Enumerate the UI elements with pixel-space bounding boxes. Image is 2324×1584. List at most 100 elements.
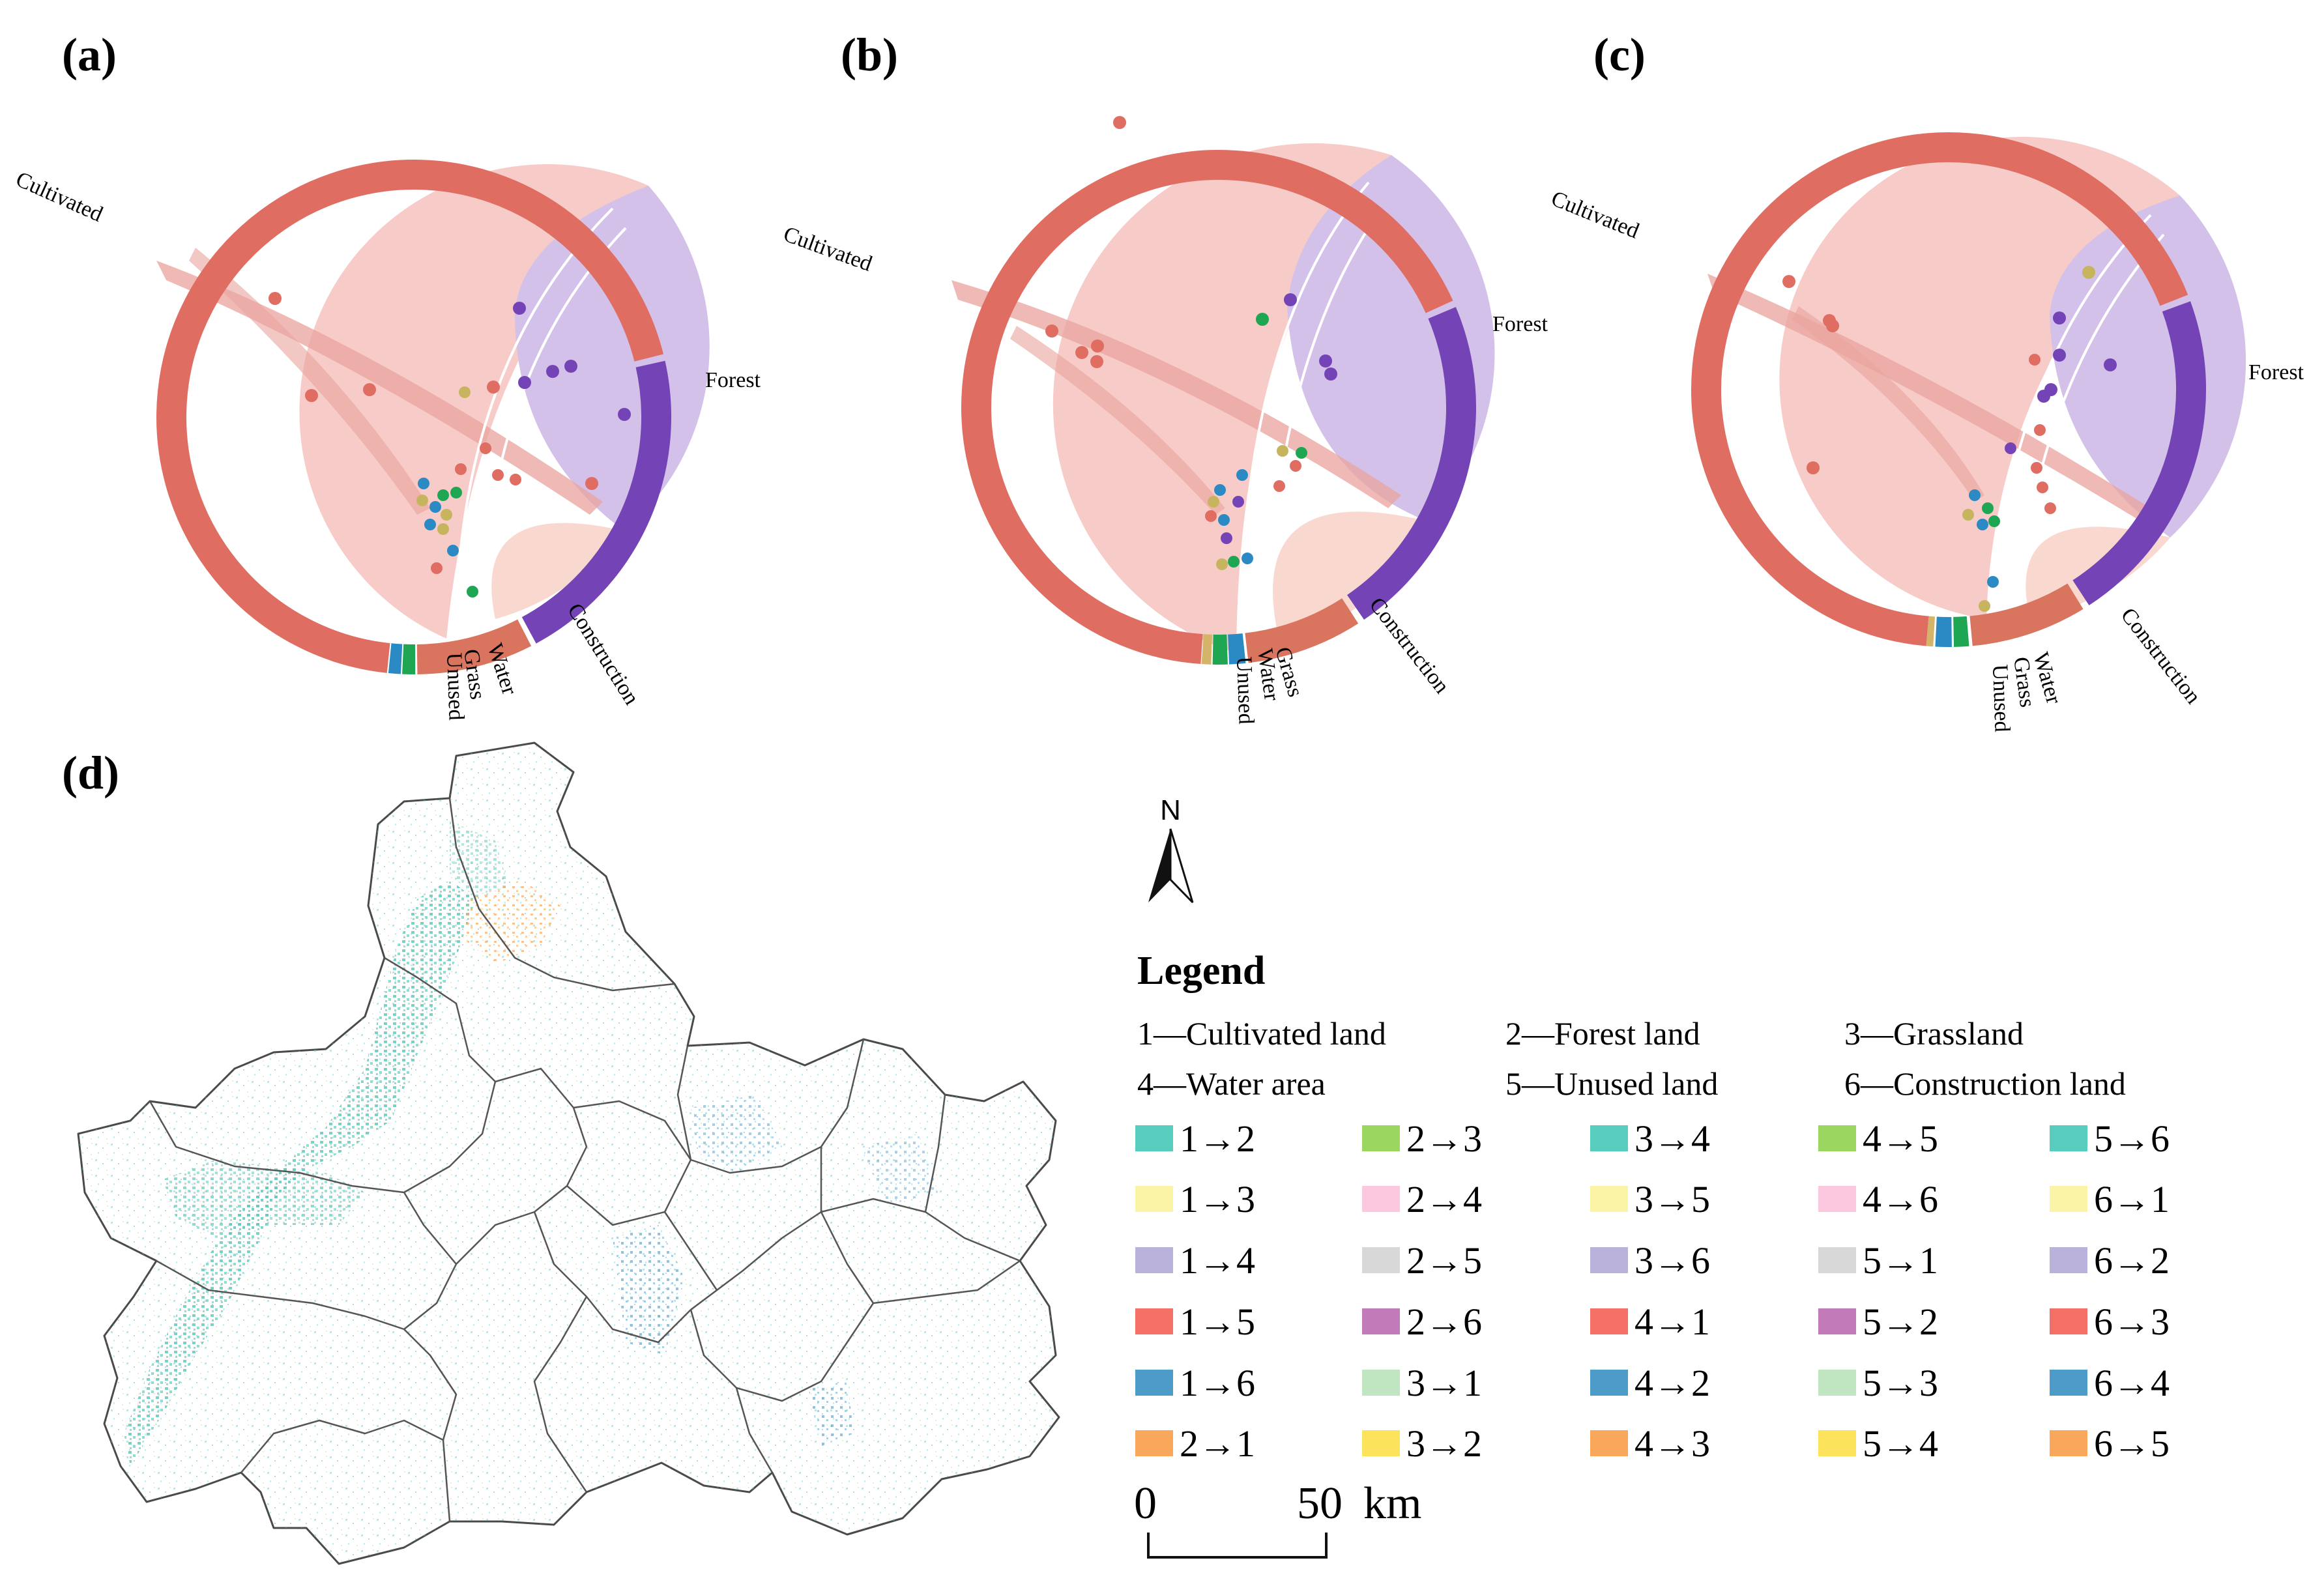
legend-swatch <box>1135 1247 1173 1273</box>
cultivated-flow-ribbon <box>951 280 1401 508</box>
scale-bar: 0 50 km <box>1134 1478 1421 1559</box>
legend-swatch <box>1362 1125 1400 1151</box>
chord-white-gap <box>455 207 627 639</box>
forest-flow-ribbon <box>1287 155 1495 521</box>
label-construction: Construction <box>562 599 643 710</box>
legend-title: Legend <box>1137 949 1265 993</box>
label-forest: Forest <box>2248 360 2304 384</box>
label-cultivated: Cultivated <box>780 222 875 276</box>
legend-swatch <box>2050 1370 2087 1396</box>
legend-item-label: 3→1 <box>1406 1362 1482 1404</box>
label-forest: Forest <box>705 368 761 392</box>
legend-items: 1→2 2→3 3→4 4→5 5→6 1→3 2→4 3→5 4→6 6→1 1→4 2→5 3→6 5… <box>1135 1117 2170 1465</box>
legend-swatch <box>1590 1186 1628 1212</box>
label-cultivated: Cultivated <box>12 167 106 227</box>
unused-arc <box>1691 132 2206 647</box>
label-unused: Unused <box>1988 664 2014 732</box>
label-cultivated: Cultivated <box>1548 186 1642 243</box>
legend-item-label: 4→2 <box>1634 1362 1710 1404</box>
construction-flow-ribbon <box>1273 511 1427 646</box>
label-forest: Forest <box>1492 312 1548 336</box>
legend-swatch <box>1818 1308 1856 1334</box>
legend-swatch <box>1362 1430 1400 1456</box>
legend-def-6: 6—Construction land <box>1844 1065 2126 1102</box>
legend-item-label: 1→6 <box>1180 1362 1255 1404</box>
legend-swatch <box>1362 1308 1400 1334</box>
chord-diagram-a: Cultivated Forest Construction Water Gra… <box>12 160 761 721</box>
legend-swatch <box>1135 1125 1173 1151</box>
legend-item-label: 3→2 <box>1406 1422 1482 1465</box>
north-arrow-icon <box>1169 828 1194 904</box>
cultivated-flow-ribbon <box>189 248 430 515</box>
legend-swatch <box>1590 1247 1628 1273</box>
scale-bar-line <box>1147 1533 1328 1559</box>
legend-swatch <box>1135 1186 1173 1212</box>
panel-label-c: (c) <box>1593 29 1646 81</box>
chord-diagram-b: Cultivated Forest Construction Grass Wat… <box>780 116 1548 725</box>
legend-item-label: 5→2 <box>1863 1301 1938 1343</box>
legend-swatch <box>1362 1370 1400 1396</box>
north-arrow: N <box>1148 794 1194 904</box>
label-unused: Unused <box>1232 656 1258 725</box>
forest-arc <box>1691 132 2206 647</box>
forest-arc <box>961 150 1476 665</box>
label-construction: Construction <box>1365 593 1454 698</box>
legend-def-2: 2—Forest land <box>1505 1015 1700 1052</box>
legend-item-label: 5→1 <box>1863 1239 1938 1282</box>
orange-change-zone <box>463 880 560 964</box>
label-unused: Unused <box>442 652 469 721</box>
legend-item-label: 6→4 <box>2094 1362 2170 1404</box>
legend-item-label: 2→4 <box>1406 1178 1482 1220</box>
cultivated-arc <box>961 150 1476 665</box>
flow-markers <box>1045 116 1337 570</box>
legend-def-5: 5—Unused land <box>1505 1065 1718 1102</box>
scale-end-label: 50 <box>1297 1478 1343 1529</box>
cultivated-arc <box>156 160 671 674</box>
legend-swatch <box>1818 1430 1856 1456</box>
scale-start-label: 0 <box>1134 1478 1157 1529</box>
blue-change-zone <box>691 1095 782 1173</box>
legend-item-label: 5→4 <box>1863 1422 1938 1465</box>
legend-item-label: 2→5 <box>1406 1239 1482 1282</box>
legend-swatch <box>1135 1308 1173 1334</box>
cultivated-flow-ribbon <box>1792 306 1984 502</box>
legend-item-label: 4→1 <box>1634 1301 1710 1343</box>
dense-change-zone <box>450 821 508 899</box>
legend-item-label: 3→4 <box>1634 1117 1710 1160</box>
legend-item-label: 1→4 <box>1180 1239 1255 1282</box>
legend-item-label: 6→1 <box>2094 1178 2170 1220</box>
legend-item-label: 4→3 <box>1634 1422 1710 1465</box>
legend-item-label: 3→6 <box>1634 1239 1710 1282</box>
legend-swatch <box>1590 1308 1628 1334</box>
map-region-fill <box>78 743 1059 1564</box>
chord-white-gap <box>1990 214 2165 620</box>
legend-item-label: 2→1 <box>1180 1422 1255 1465</box>
scale-unit-label: km <box>1363 1478 1421 1529</box>
legend-swatch <box>1590 1125 1628 1151</box>
flow-markers <box>269 292 631 598</box>
flow-markers <box>1782 266 2117 612</box>
legend-swatch <box>1590 1430 1628 1456</box>
legend-item-label: 6→2 <box>2094 1239 2170 1282</box>
panel-label-a: (a) <box>62 29 117 81</box>
chord-diagram-c: Cultivated Forest Construction Water Gra… <box>1548 132 2304 732</box>
panel-label-b: (b) <box>841 29 898 81</box>
legend-swatch <box>1818 1186 1856 1212</box>
legend-swatch <box>1362 1186 1400 1212</box>
land-use-transition-map <box>77 742 1060 1565</box>
legend-item-label: 6→3 <box>2094 1301 2170 1343</box>
legend-def-1: 1—Cultivated land <box>1137 1015 1386 1052</box>
legend-swatch <box>2050 1186 2087 1212</box>
construction-flow-ribbon <box>491 523 624 619</box>
legend-swatch <box>1362 1247 1400 1273</box>
label-construction: Construction <box>2116 603 2205 708</box>
legend-swatch <box>1590 1370 1628 1396</box>
legend-item-label: 5→6 <box>2094 1117 2170 1160</box>
legend-item-label: 1→5 <box>1180 1301 1255 1343</box>
legend-item-label: 2→3 <box>1406 1117 1482 1160</box>
forest-arc <box>156 160 671 674</box>
blue-change-zone <box>613 1225 684 1355</box>
legend-swatch <box>2050 1125 2087 1151</box>
legend-item-label: 1→3 <box>1180 1178 1255 1220</box>
legend-item-label: 5→3 <box>1863 1362 1938 1404</box>
